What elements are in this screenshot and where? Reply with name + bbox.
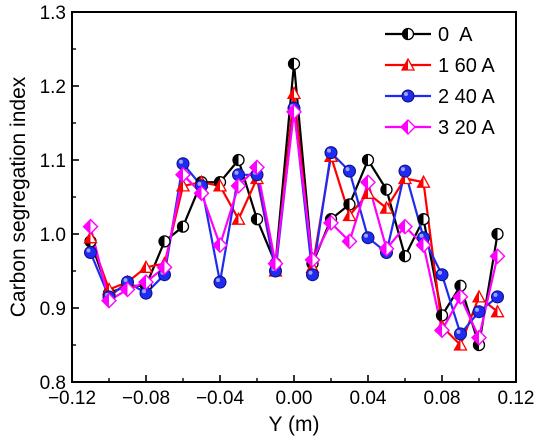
y-tick-label: 0.8 [40,373,66,394]
data-point-1 [342,208,357,222]
data-point-0 [417,213,430,226]
x-tick-label: −0.08 [122,388,170,409]
legend: 0 A 1 60 A 2 40 A 3 20 A [385,24,495,139]
data-point-3 [471,329,487,346]
data-point-3 [119,281,136,298]
x-tick-label: 0.04 [350,388,387,409]
data-point-0 [232,153,245,167]
legend-label: 2 40 A [438,86,495,108]
data-point-1 [360,185,376,199]
x-tick-label: 0.12 [498,388,535,409]
data-point-1 [175,178,191,192]
x-axis-title: Y (m) [269,413,320,436]
data-point-0 [158,235,171,248]
data-point-3 [452,288,469,305]
data-point-3 [193,185,210,202]
data-point-3 [434,322,450,339]
data-point-0 [176,220,190,233]
y-tick-label: 1.0 [40,225,66,246]
data-point-2 [398,164,412,178]
data-point-3 [230,177,247,194]
data-point-2 [84,246,97,259]
data-point-3 [175,166,191,183]
x-tick-label: 0.08 [424,388,461,409]
legend-marker [401,27,415,41]
data-point-2 [454,327,467,341]
series-line-3 [89,110,499,339]
data-point-2 [361,231,375,245]
data-point-1 [490,304,505,318]
data-point-3 [323,214,339,231]
data-point-3 [415,237,432,254]
y-tick-label: 0.9 [40,299,66,320]
series-layer [82,57,506,352]
data-point-0 [380,183,393,196]
data-point-3 [101,292,117,309]
data-point-1 [453,337,468,351]
y-tick-label: 1.2 [40,77,66,98]
data-point-2 [324,146,338,160]
y-axis-title: Carbon segregation index [7,76,30,317]
data-point-0 [287,57,301,70]
data-point-2 [343,164,356,178]
legend-marker [400,119,416,135]
data-point-3 [397,218,413,235]
x-tick-label: −0.04 [196,388,245,409]
data-point-3 [378,240,395,257]
data-point-0 [361,153,375,167]
legend-label: 1 60 A [438,55,495,77]
legend-marker [401,89,415,103]
axes-layer: −0.12 −0.08 −0.04 0.00 0.04 0.08 0.12 0.8 0.9 1.0… [40,3,535,409]
data-point-2 [472,305,486,319]
data-point-3 [341,233,358,250]
x-tick-label: 0.00 [276,388,313,409]
legend-marker [400,57,416,71]
data-point-3 [304,251,321,268]
data-point-0 [491,227,504,241]
data-point-2 [435,268,449,282]
data-point-3 [267,255,284,272]
data-point-1 [286,86,302,100]
data-point-0 [398,250,412,263]
data-point-1 [379,200,394,214]
data-point-2 [491,290,504,304]
data-point-3 [489,248,506,265]
data-point-1 [471,289,487,303]
data-point-3 [286,103,302,120]
data-point-3 [82,218,99,235]
data-point-1 [212,178,228,192]
data-point-3 [212,237,228,254]
data-point-3 [360,174,376,191]
data-point-1 [231,211,246,225]
data-point-0 [250,213,264,226]
data-point-2 [306,268,319,282]
y-tick-label: 1.1 [40,151,66,172]
data-point-2 [213,275,227,289]
data-point-3 [249,159,265,176]
data-point-1 [416,174,431,188]
data-point-3 [138,274,154,291]
legend-label: 3 20 A [438,117,495,139]
y-tick-label: 1.3 [40,3,66,24]
data-point-3 [156,259,173,276]
data-point-1 [83,230,98,244]
x-tick-label: −0.12 [48,388,96,409]
data-point-1 [138,259,154,273]
legend-label: 0 A [438,24,473,46]
